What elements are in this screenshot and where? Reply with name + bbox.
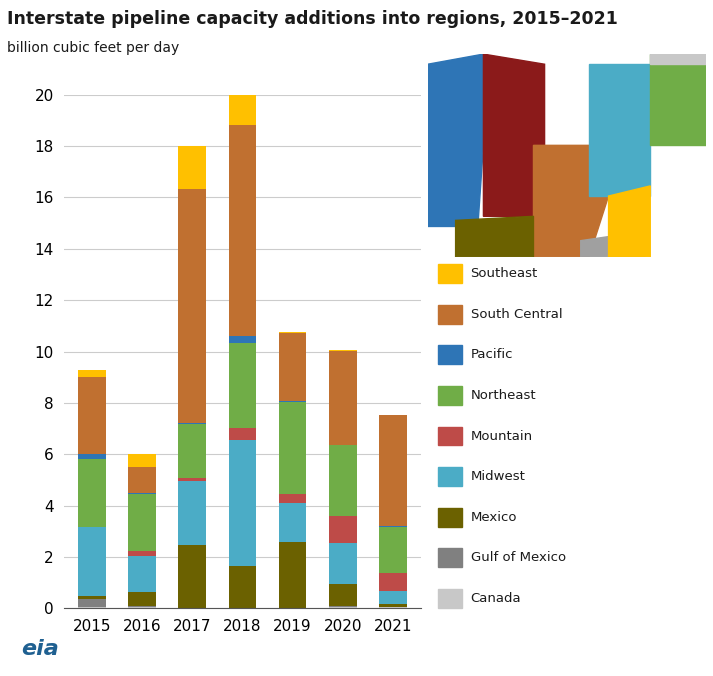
Text: Interstate pipeline capacity additions into regions, 2015–2021: Interstate pipeline capacity additions i… (7, 10, 618, 28)
Text: Southeast: Southeast (471, 267, 538, 281)
Bar (178, 189, 206, 423)
Bar (329, 516, 356, 543)
Bar (78, 377, 106, 454)
Text: Mountain: Mountain (471, 429, 533, 443)
Bar (128, 556, 156, 592)
Bar (379, 607, 407, 608)
Bar (128, 467, 156, 493)
Polygon shape (428, 54, 483, 226)
Text: Midwest: Midwest (471, 470, 525, 483)
Bar (279, 402, 307, 493)
Bar (128, 607, 156, 608)
Bar (128, 494, 156, 550)
Text: eia: eia (21, 639, 59, 659)
Bar (279, 542, 307, 608)
Bar (279, 493, 307, 502)
Bar (128, 606, 156, 607)
Bar (279, 502, 307, 542)
Bar (178, 423, 206, 425)
Polygon shape (580, 233, 645, 257)
Bar (329, 584, 356, 606)
Bar (78, 527, 106, 596)
Text: Pacific: Pacific (471, 348, 513, 362)
Bar (78, 596, 106, 600)
Bar (329, 351, 356, 445)
Text: billion cubic feet per day: billion cubic feet per day (7, 41, 180, 55)
Bar (379, 604, 407, 606)
Bar (329, 543, 356, 584)
Bar (279, 401, 307, 402)
Polygon shape (456, 216, 533, 257)
Bar (229, 428, 256, 439)
Text: Northeast: Northeast (471, 389, 536, 402)
Polygon shape (608, 186, 650, 257)
Bar (379, 414, 407, 527)
Polygon shape (589, 64, 650, 196)
Bar (329, 349, 356, 351)
Bar (78, 370, 106, 377)
Bar (329, 606, 356, 607)
Bar (178, 545, 206, 608)
Bar (279, 333, 307, 401)
Bar (78, 600, 106, 607)
Bar (178, 425, 206, 478)
Bar (379, 573, 407, 592)
Bar (128, 592, 156, 606)
Text: Canada: Canada (471, 592, 521, 605)
Bar (229, 125, 256, 335)
Bar (178, 145, 206, 189)
Text: South Central: South Central (471, 308, 563, 321)
Bar (128, 550, 156, 556)
Polygon shape (650, 54, 706, 145)
Bar (329, 607, 356, 608)
Bar (178, 478, 206, 481)
Bar (279, 332, 307, 333)
Polygon shape (533, 145, 608, 257)
Bar (379, 527, 407, 573)
Text: Gulf of Mexico: Gulf of Mexico (471, 551, 565, 564)
Text: Mexico: Mexico (471, 510, 517, 524)
Bar (128, 493, 156, 494)
Polygon shape (483, 54, 545, 216)
Bar (229, 566, 256, 608)
Bar (78, 607, 106, 608)
Bar (78, 454, 106, 459)
Bar (379, 592, 407, 604)
Bar (128, 454, 156, 467)
Bar (229, 439, 256, 566)
Bar (229, 343, 256, 428)
Bar (78, 459, 106, 527)
Bar (178, 481, 206, 545)
Polygon shape (650, 54, 706, 64)
Bar (229, 335, 256, 343)
Bar (229, 87, 256, 125)
Bar (329, 445, 356, 516)
